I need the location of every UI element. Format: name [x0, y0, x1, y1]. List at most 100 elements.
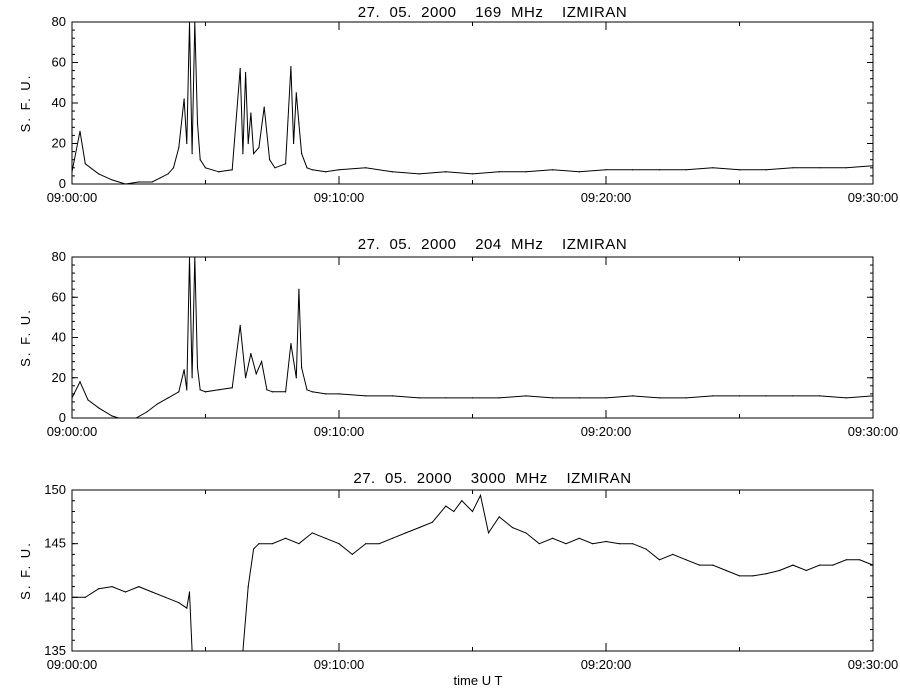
- data-point: [461, 500, 463, 502]
- data-point: [538, 543, 540, 545]
- data-point: [479, 494, 482, 496]
- data-point: [632, 395, 634, 397]
- data-point: [295, 92, 297, 94]
- data-point: [252, 548, 255, 550]
- data-point: [685, 397, 687, 399]
- data-point: [311, 391, 313, 393]
- data-point: [72, 171, 73, 173]
- data-point: [752, 575, 754, 577]
- data-point: [453, 510, 455, 513]
- data-point: [685, 169, 687, 171]
- y-tick-label: 60: [52, 289, 66, 304]
- data-point: [872, 395, 873, 397]
- data-point: [445, 171, 447, 173]
- data-point: [124, 183, 126, 184]
- data-point: [819, 564, 821, 566]
- data-point: [135, 417, 137, 418]
- chart-title: 27. 05. 2000 3000 MHz IZMIRAN: [353, 470, 631, 487]
- data-point: [819, 167, 821, 169]
- data-point: [578, 537, 580, 539]
- data-point: [194, 257, 196, 258]
- data-point: [445, 505, 447, 507]
- data-point: [325, 393, 327, 395]
- data-point: [172, 167, 175, 169]
- data-point: [872, 564, 873, 566]
- data-point: [298, 543, 300, 545]
- data-point: [218, 171, 220, 173]
- data-point: [565, 543, 567, 545]
- plot-frame: [71, 21, 874, 185]
- data-point: [186, 142, 188, 145]
- data-point: [792, 167, 794, 169]
- data-point: [712, 564, 714, 566]
- data-point: [188, 591, 191, 593]
- data-point: [250, 353, 252, 355]
- y-tick-label: 40: [52, 95, 66, 110]
- data-point: [285, 537, 287, 539]
- data-point: [298, 288, 300, 290]
- data-point: [632, 169, 634, 171]
- data-point: [183, 369, 185, 371]
- x-tick-label: 09:20:00: [581, 657, 632, 672]
- y-tick-label: 40: [52, 330, 66, 345]
- data-point: [84, 596, 86, 598]
- data-point: [301, 367, 303, 369]
- data-point: [255, 373, 257, 375]
- y-tick-label: 135: [44, 643, 66, 658]
- data-point: [247, 586, 249, 588]
- data-point: [306, 167, 308, 169]
- y-tick-label: 80: [52, 14, 66, 29]
- data-point: [244, 377, 247, 379]
- data-point: [186, 389, 188, 391]
- data-point: [391, 171, 393, 173]
- data-point: [178, 146, 180, 149]
- data-point: [487, 532, 490, 534]
- plot-frame: [71, 256, 874, 419]
- y-tick-label: 150: [44, 482, 66, 497]
- data-point: [239, 67, 241, 70]
- data-point: [498, 171, 500, 173]
- data-point: [498, 397, 500, 399]
- data-point: [525, 532, 527, 534]
- data-point: [159, 177, 161, 179]
- data-point: [271, 543, 273, 545]
- data-point: [199, 389, 201, 391]
- data-point: [263, 106, 265, 108]
- data-point: [471, 173, 474, 175]
- y-tick-label: 60: [52, 55, 66, 70]
- data-point: [271, 391, 273, 393]
- data-point: [188, 22, 191, 23]
- data-point: [738, 575, 741, 577]
- data-point: [725, 569, 727, 572]
- y-tick-label: 140: [44, 589, 66, 604]
- series-line: [72, 493, 873, 651]
- data-point: [845, 167, 847, 169]
- x-tick-label: 09:30:00: [848, 424, 899, 439]
- data-point: [242, 650, 244, 651]
- data-point: [832, 564, 834, 566]
- data-point: [338, 169, 340, 171]
- data-point: [247, 142, 249, 145]
- data-point: [365, 543, 367, 545]
- data-point: [592, 543, 594, 545]
- data-point: [218, 389, 220, 391]
- data-point: [274, 167, 276, 169]
- data-point: [311, 532, 313, 534]
- data-point: [156, 403, 159, 405]
- data-point: [418, 526, 420, 529]
- data-point: [111, 415, 113, 417]
- data-point: [301, 153, 303, 155]
- data-point: [498, 516, 500, 518]
- data-point: [79, 130, 81, 132]
- x-tick-label: 09:10:00: [314, 190, 365, 205]
- data-point: [124, 591, 126, 593]
- x-tick-label: 09:20:00: [581, 424, 632, 439]
- data-point: [266, 389, 268, 391]
- plot-frame: [71, 489, 874, 652]
- data-point: [391, 395, 393, 397]
- data-point: [98, 173, 100, 175]
- data-point: [98, 407, 100, 409]
- data-point: [578, 397, 580, 399]
- data-point: [391, 537, 393, 539]
- data-point: [295, 377, 297, 379]
